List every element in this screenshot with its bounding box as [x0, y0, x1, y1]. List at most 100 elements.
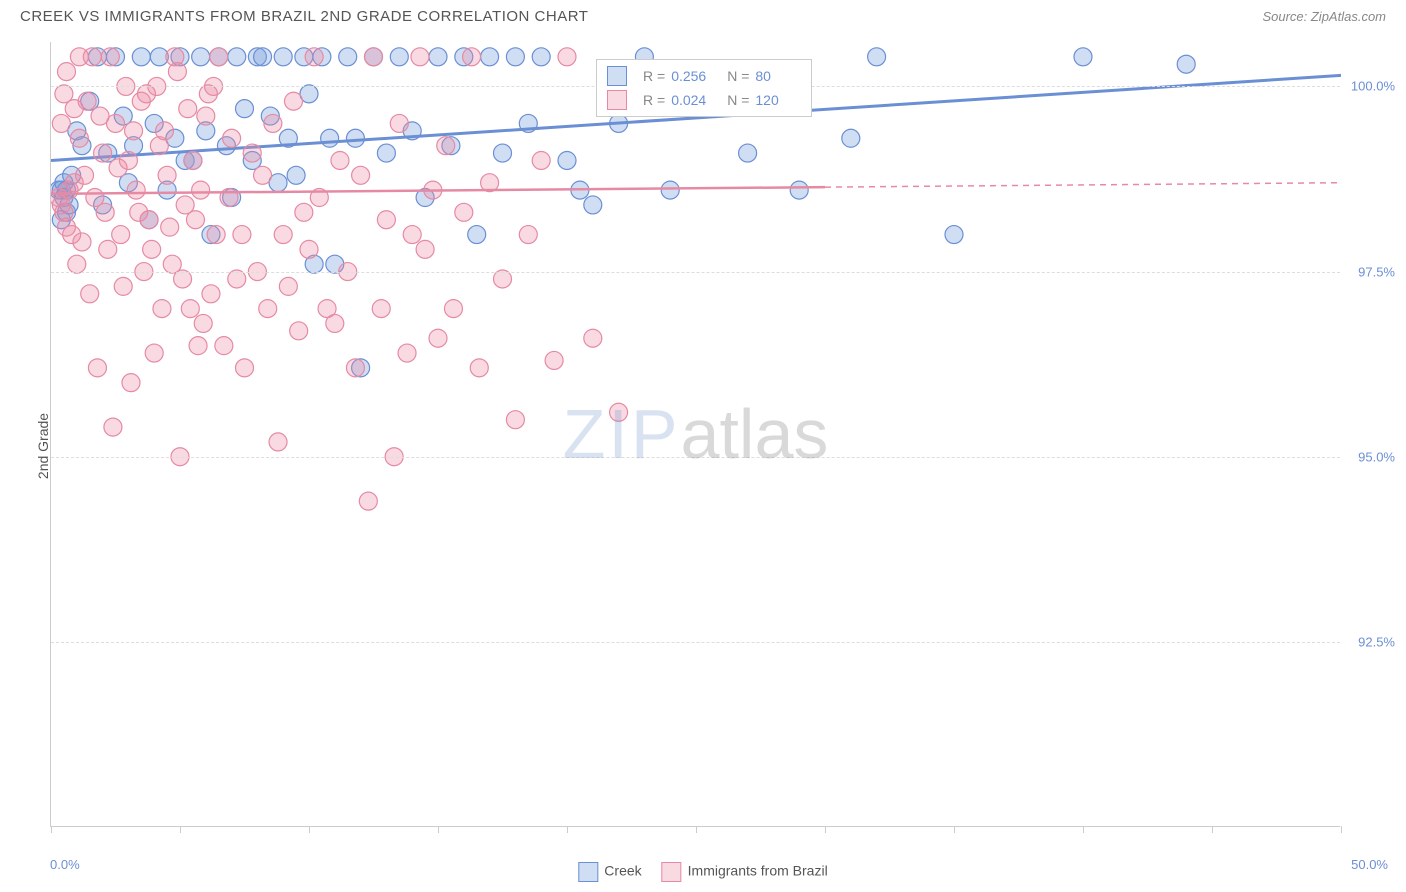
- x-tick: [696, 826, 697, 833]
- scatter-point: [403, 226, 421, 244]
- scatter-point: [156, 122, 174, 140]
- scatter-point: [174, 270, 192, 288]
- scatter-point: [274, 48, 292, 66]
- n-value: 80: [755, 68, 801, 84]
- scatter-point: [429, 329, 447, 347]
- r-value: 0.024: [671, 92, 717, 108]
- scatter-point: [532, 151, 550, 169]
- scatter-point: [1177, 55, 1195, 73]
- scatter-point: [243, 144, 261, 162]
- scatter-point: [842, 129, 860, 147]
- scatter-point: [610, 403, 628, 421]
- scatter-point: [101, 48, 119, 66]
- y-axis-label: 2nd Grade: [35, 413, 51, 479]
- x-tick: [1212, 826, 1213, 833]
- scatter-point: [94, 144, 112, 162]
- scatter-point: [122, 374, 140, 392]
- scatter-point: [390, 114, 408, 132]
- y-tick-label: 100.0%: [1351, 79, 1395, 94]
- scatter-point: [73, 233, 91, 251]
- scatter-point: [661, 181, 679, 199]
- x-tick: [309, 826, 310, 833]
- scatter-point: [259, 300, 277, 318]
- trend-line-extrapolated: [825, 183, 1341, 187]
- scatter-point: [78, 92, 96, 110]
- scatter-point: [506, 411, 524, 429]
- source-label: Source: ZipAtlas.com: [1262, 9, 1386, 24]
- scatter-point: [519, 226, 537, 244]
- scatter-point: [398, 344, 416, 362]
- scatter-point: [331, 151, 349, 169]
- x-tick: [180, 826, 181, 833]
- scatter-point: [359, 492, 377, 510]
- legend-swatch: [607, 66, 627, 86]
- chart-title: CREEK VS IMMIGRANTS FROM BRAZIL 2ND GRAD…: [20, 8, 588, 25]
- scatter-point: [194, 314, 212, 332]
- scatter-point: [189, 337, 207, 355]
- scatter-point: [153, 300, 171, 318]
- scatter-point: [945, 226, 963, 244]
- scatter-point: [279, 277, 297, 295]
- scatter-point: [81, 285, 99, 303]
- legend-row: R =0.256N = 80: [607, 64, 801, 88]
- y-tick-label: 97.5%: [1358, 264, 1395, 279]
- scatter-point: [143, 240, 161, 258]
- scatter-point: [339, 48, 357, 66]
- x-tick: [825, 826, 826, 833]
- legend-swatch: [578, 862, 598, 882]
- scatter-point: [125, 122, 143, 140]
- scatter-point: [215, 337, 233, 355]
- scatter-point: [269, 433, 287, 451]
- scatter-point: [236, 359, 254, 377]
- scatter-point: [377, 211, 395, 229]
- scatter-point: [416, 240, 434, 258]
- scatter-point: [532, 48, 550, 66]
- scatter-point: [287, 166, 305, 184]
- legend-label: Immigrants from Brazil: [688, 863, 828, 879]
- x-tick: [567, 826, 568, 833]
- scatter-point: [390, 48, 408, 66]
- scatter-point: [285, 92, 303, 110]
- scatter-point: [186, 211, 204, 229]
- scatter-point: [372, 300, 390, 318]
- y-tick-label: 95.0%: [1358, 449, 1395, 464]
- scatter-point: [545, 351, 563, 369]
- scatter-point: [444, 300, 462, 318]
- legend-item: Immigrants from Brazil: [662, 862, 828, 882]
- scatter-point: [321, 129, 339, 147]
- scatter-point: [57, 63, 75, 81]
- legend-swatch: [607, 90, 627, 110]
- scatter-point: [104, 418, 122, 436]
- scatter-point: [223, 129, 241, 147]
- legend-row: R =0.024N =120: [607, 88, 801, 112]
- scatter-point: [506, 48, 524, 66]
- scatter-point: [346, 359, 364, 377]
- scatter-point: [468, 226, 486, 244]
- scatter-point: [236, 100, 254, 118]
- x-tick: [954, 826, 955, 833]
- x-tick: [51, 826, 52, 833]
- scatter-point: [584, 196, 602, 214]
- scatter-point: [210, 48, 228, 66]
- scatter-point: [352, 166, 370, 184]
- scatter-point: [290, 322, 308, 340]
- scatter-point: [494, 144, 512, 162]
- scatter-point: [192, 181, 210, 199]
- scatter-point: [192, 48, 210, 66]
- scatter-point: [228, 48, 246, 66]
- scatter-point: [377, 144, 395, 162]
- x-tick: [438, 826, 439, 833]
- scatter-point: [326, 314, 344, 332]
- scatter-point: [184, 151, 202, 169]
- scatter-point: [494, 270, 512, 288]
- legend-swatch: [662, 862, 682, 882]
- scatter-point: [264, 114, 282, 132]
- scatter-point: [145, 344, 163, 362]
- scatter-point: [463, 48, 481, 66]
- x-tick: [1341, 826, 1342, 833]
- scatter-point: [429, 48, 447, 66]
- scatter-point: [558, 151, 576, 169]
- scatter-point: [584, 329, 602, 347]
- scatter-point: [254, 166, 272, 184]
- scatter-point: [76, 166, 94, 184]
